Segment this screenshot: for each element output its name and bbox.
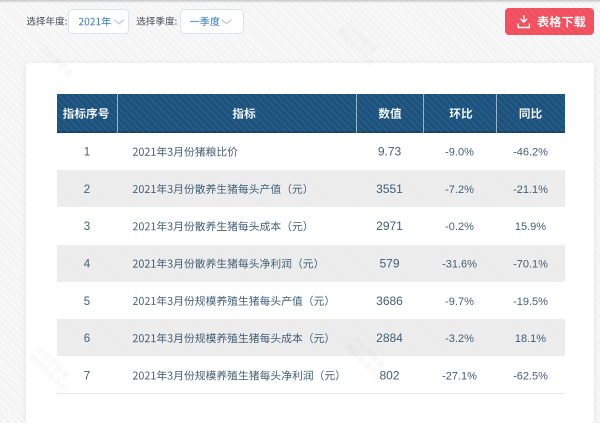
svg-text:2971: 2971: [376, 219, 403, 233]
svg-text:-62.5%: -62.5%: [513, 370, 548, 382]
svg-text:-21.1%: -21.1%: [513, 184, 548, 196]
svg-text:6: 6: [84, 333, 90, 345]
svg-text:-0.2%: -0.2%: [445, 221, 474, 233]
svg-text:-9.0%: -9.0%: [445, 147, 474, 159]
svg-text:-27.1%: -27.1%: [442, 370, 477, 382]
svg-text:802: 802: [379, 368, 399, 382]
svg-text:4: 4: [84, 259, 91, 271]
svg-text:5: 5: [84, 296, 90, 308]
svg-text:-31.6%: -31.6%: [442, 259, 477, 271]
svg-text:2: 2: [84, 184, 90, 196]
svg-text:-9.7%: -9.7%: [445, 296, 474, 308]
svg-text:-7.2%: -7.2%: [445, 184, 474, 196]
svg-text:15.9%: 15.9%: [515, 221, 546, 233]
svg-text:18.1%: 18.1%: [515, 333, 546, 345]
svg-text:-3.2%: -3.2%: [445, 333, 474, 345]
svg-text:2884: 2884: [376, 331, 403, 345]
svg-text:3686: 3686: [376, 294, 403, 308]
svg-text:1: 1: [84, 147, 90, 159]
svg-text:-19.5%: -19.5%: [513, 296, 548, 308]
svg-text:9.73: 9.73: [378, 145, 402, 159]
svg-text:-70.1%: -70.1%: [513, 259, 548, 271]
svg-text:3551: 3551: [376, 182, 403, 196]
svg-text:-46.2%: -46.2%: [513, 147, 548, 159]
svg-text:3: 3: [84, 221, 90, 233]
svg-text:579: 579: [379, 257, 399, 271]
svg-text:7: 7: [84, 370, 90, 382]
